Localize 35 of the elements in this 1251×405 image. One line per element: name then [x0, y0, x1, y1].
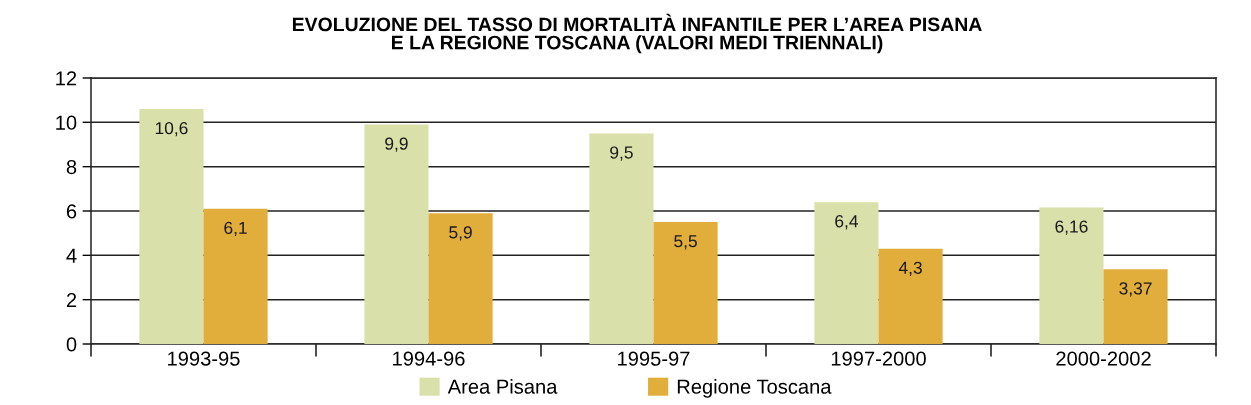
x-tick-label: 1997-2000 — [831, 351, 926, 366]
bar — [814, 202, 879, 344]
data-label: 5,5 — [674, 235, 697, 250]
data-label: 5,9 — [449, 226, 472, 241]
y-tick-label: 8 — [66, 159, 77, 175]
data-label: 6,1 — [224, 221, 247, 237]
bar — [1103, 269, 1168, 344]
legend-label: Area Pisana — [447, 379, 558, 394]
chart-title: EVOLUZIONE DEL TASSO DI MORTALITÀ INFANTILE PER L’AREA PISANA E LA REGIONE TOSCANA (VALORI MEDI TRIENNALI) — [292, 13, 982, 54]
data-label: 10,6 — [155, 121, 188, 137]
y-tick-label: 2 — [66, 292, 77, 307]
x-tick-label: 1994-96 — [393, 351, 465, 366]
data-label: 6,16 — [1055, 220, 1088, 235]
bar — [653, 222, 718, 344]
data-label: 3,37 — [1119, 282, 1152, 297]
x-tick-label: 1993-95 — [168, 351, 240, 366]
data-label: 6,4 — [835, 215, 858, 230]
data-label: 4,3 — [898, 261, 922, 276]
y-tick-label: 0 — [66, 337, 77, 352]
bar — [428, 213, 493, 344]
bar — [1039, 207, 1104, 344]
bar — [364, 124, 429, 344]
bar — [139, 109, 204, 344]
y-tick-label: 12 — [56, 71, 77, 86]
bar — [589, 133, 654, 344]
x-tick-label: 2000-2002 — [1056, 351, 1151, 366]
data-label: 9,5 — [610, 146, 633, 161]
data-label: 9,9 — [385, 137, 408, 152]
y-tick-label: 4 — [66, 248, 77, 263]
legend-label: Regione Toscana — [677, 379, 832, 398]
bar — [878, 248, 943, 344]
x-tick-label: 1995-97 — [618, 351, 690, 366]
y-tick-label: 10 — [56, 115, 77, 130]
y-tick-label: 6 — [66, 204, 77, 219]
bar — [203, 208, 268, 344]
